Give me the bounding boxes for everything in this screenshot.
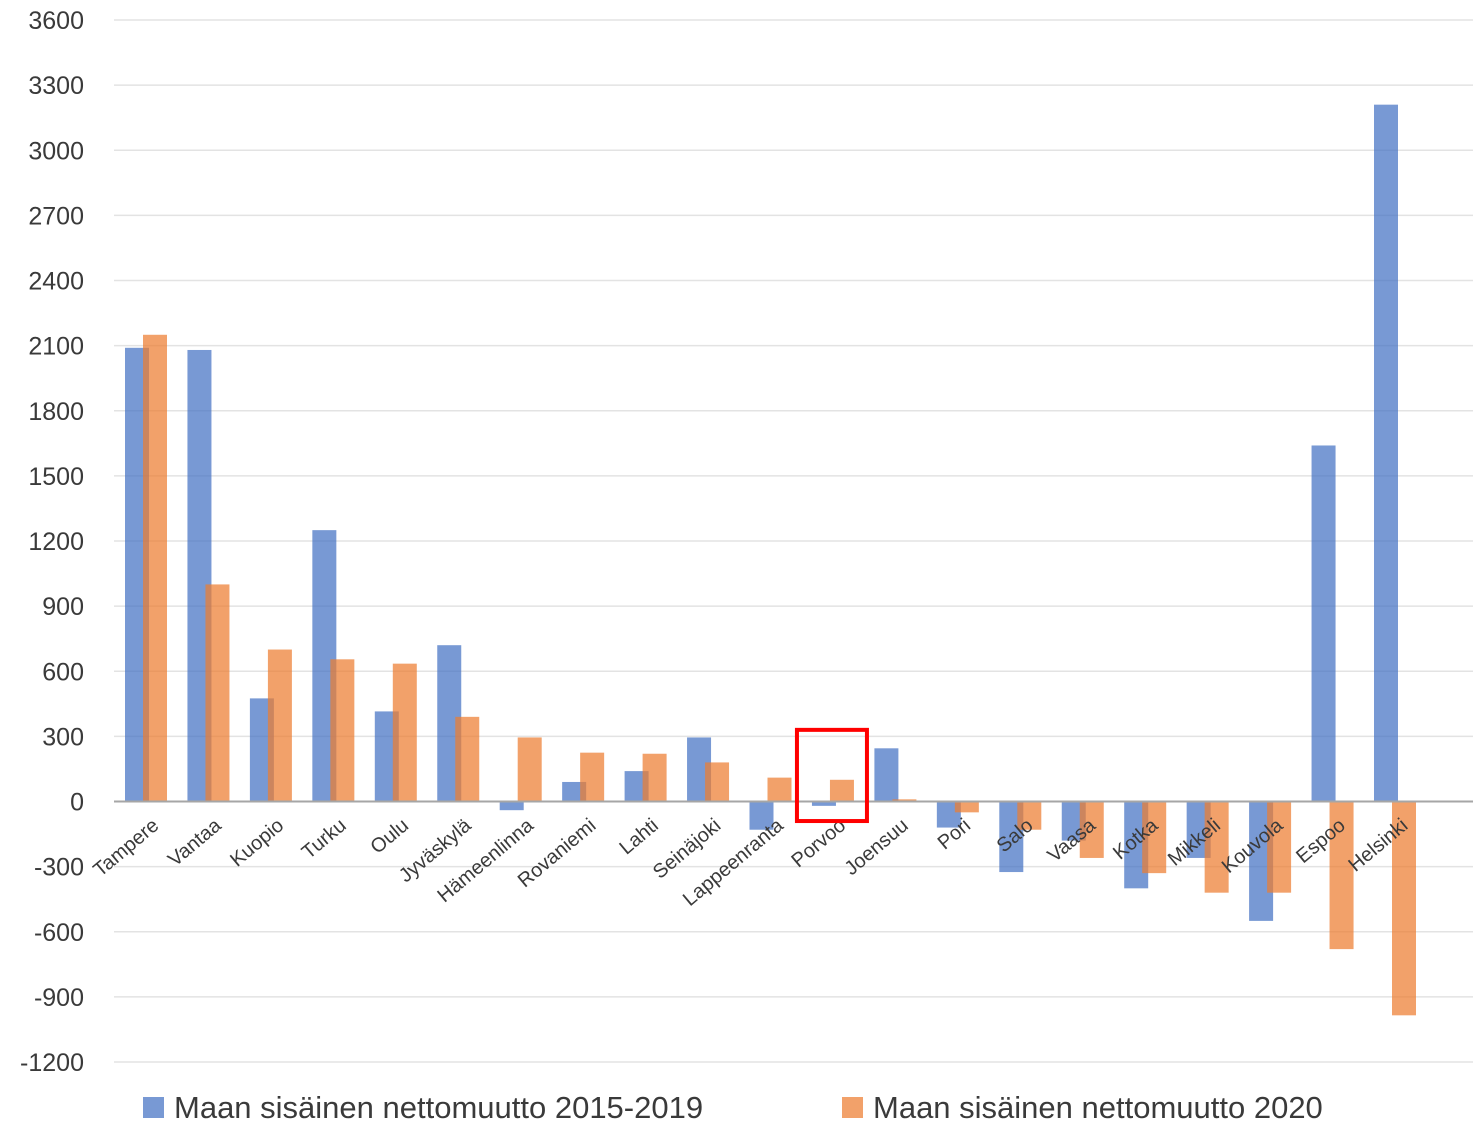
- bar-s2-kuopio: [267, 649, 292, 802]
- bar-s2-oulu: [392, 663, 417, 802]
- legend-label: Maan sisäinen nettomuutto 2020: [873, 1090, 1323, 1122]
- bar-s2-kotka: [1142, 801, 1167, 874]
- y-tick-label: 3300: [28, 72, 84, 100]
- bar-s2-jyväskylä: [455, 716, 480, 802]
- bar-s1-lappeenranta: [749, 801, 774, 830]
- y-tick-label: 1200: [28, 528, 84, 556]
- bar-s2-lappeenranta: [767, 777, 792, 802]
- y-tick-label: -1200: [20, 1049, 84, 1077]
- highlight-rectangle: [794, 727, 869, 824]
- y-tick-label: 3600: [28, 7, 84, 35]
- bar-s2-kouvola: [1267, 801, 1292, 893]
- bar-s2-rovaniemi: [580, 752, 605, 802]
- bars: [125, 104, 1416, 1016]
- bar-s2-vaasa: [1079, 801, 1104, 858]
- x-tick-label: Tampere: [89, 814, 163, 881]
- bar-s2-salo: [1017, 801, 1042, 830]
- bar-s2-porvoo: [829, 779, 854, 802]
- bar-s2-mikkeli: [1204, 801, 1229, 893]
- y-tick-label: 2400: [28, 268, 84, 296]
- x-tick-label: Oulu: [367, 814, 414, 858]
- y-tick-label: 0: [70, 789, 84, 817]
- y-tick-label: 2700: [28, 202, 84, 230]
- y-axis-tick-labels: 3600330030002700240021001800150012009006…: [20, 7, 84, 1077]
- y-tick-label: 2100: [28, 333, 84, 361]
- highlight-box: [794, 727, 869, 824]
- bar-s1-hämeenlinna: [499, 801, 524, 811]
- bar-s2-joensuu: [892, 799, 917, 802]
- y-tick-label: -900: [34, 984, 84, 1012]
- bar-s2-vantaa: [205, 584, 230, 802]
- bar-s2-lahti: [642, 753, 667, 802]
- bar-s1-joensuu: [874, 748, 899, 802]
- bar-s1-helsinki: [1374, 104, 1398, 802]
- y-tick-label: -300: [34, 854, 84, 882]
- bar-s1-espoo: [1311, 445, 1336, 802]
- x-tick-label: Kuopio: [226, 814, 288, 871]
- legend-swatch: [143, 1097, 164, 1118]
- bar-s2-turku: [330, 659, 355, 802]
- bar-s2-tampere: [143, 334, 167, 802]
- bar-s2-seinäjoki: [705, 762, 730, 802]
- y-tick-label: 600: [42, 658, 84, 686]
- y-tick-label: -600: [34, 919, 84, 947]
- y-tick-label: 300: [42, 723, 84, 751]
- legend-swatch: [842, 1097, 863, 1118]
- y-tick-label: 1500: [28, 463, 84, 491]
- y-tick-label: 1800: [28, 398, 84, 426]
- x-tick-label: Joensuu: [841, 814, 913, 879]
- x-tick-label: Lahti: [615, 814, 662, 859]
- bar-s2-pori: [954, 801, 979, 813]
- bar-s1-porvoo: [811, 801, 836, 806]
- y-tick-label: 3000: [28, 137, 84, 165]
- bar-s2-hämeenlinna: [517, 737, 542, 802]
- x-tick-label: Turku: [298, 814, 351, 863]
- bar-s2-helsinki: [1392, 801, 1416, 1016]
- legend-label: Maan sisäinen nettomuutto 2015-2019: [174, 1090, 703, 1122]
- bar-s2-espoo: [1329, 801, 1354, 950]
- x-tick-label: Vantaa: [164, 814, 226, 871]
- y-tick-label: 900: [42, 593, 84, 621]
- legend: Maan sisäinen nettomuutto 2015-2019 Maan …: [143, 1090, 1323, 1125]
